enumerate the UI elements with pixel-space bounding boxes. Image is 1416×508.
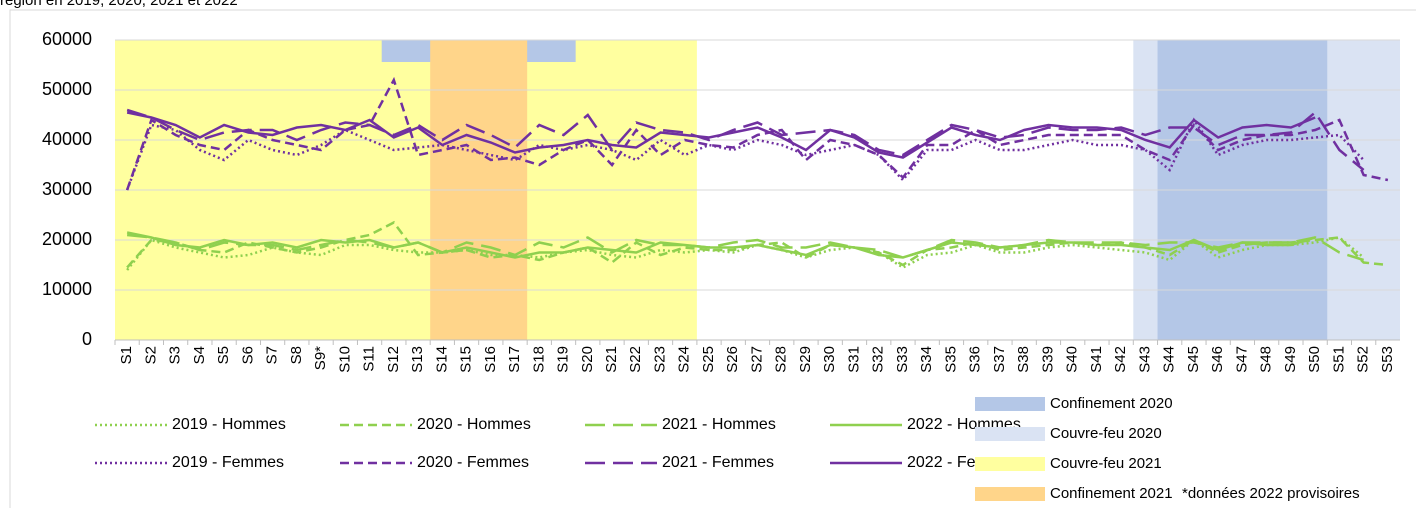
x-tick-label: S3	[167, 346, 184, 364]
x-tick-label: S11	[361, 346, 378, 372]
y-tick-label: 50000	[42, 79, 92, 99]
x-tick-label: S21	[603, 346, 620, 373]
x-tick-label: S45	[1185, 346, 1202, 373]
x-tick-label: S39	[1039, 346, 1056, 373]
x-tick-label: S15	[458, 346, 475, 373]
legend-swatch	[975, 457, 1045, 471]
x-tick-label: S17	[506, 346, 523, 373]
x-tick-label: S2	[142, 346, 159, 364]
x-tick-label: S25	[700, 346, 717, 373]
x-tick-label: S43	[1136, 346, 1153, 373]
x-tick-label: S22	[627, 346, 644, 373]
x-tick-label: S27	[748, 346, 765, 373]
x-tick-label: S20	[579, 346, 596, 373]
x-tick-label: S30	[821, 346, 838, 373]
legend-label: 2019 - Femmes	[172, 454, 284, 471]
x-tick-label: S44	[1161, 346, 1178, 373]
y-tick-label: 30000	[42, 179, 92, 199]
note: *données 2022 provisoires	[1182, 485, 1360, 502]
x-tick-label: S31	[845, 346, 862, 373]
x-tick-label: S1	[118, 346, 135, 364]
series-line	[126, 236, 1365, 271]
x-tick-label: S51	[1330, 346, 1347, 373]
x-tick-label: S4	[191, 346, 208, 364]
x-tick-label: S24	[676, 346, 693, 373]
legend-swatch	[975, 487, 1045, 501]
legend: 2019 - Hommes 2020 - Hommes 2021 - Hommes 2…	[95, 395, 1173, 502]
x-tick-label: S46	[1209, 346, 1226, 373]
x-tick-label: S26	[724, 346, 741, 373]
x-tick-label: S9*	[312, 346, 329, 370]
x-tick-label: S40	[1064, 346, 1081, 373]
x-tick-label: S12	[385, 346, 402, 373]
x-tick-label: S32	[870, 346, 887, 373]
x-tick-label: S28	[773, 346, 790, 373]
legend-label: Confinement 2020	[1050, 395, 1173, 412]
y-tick-label: 40000	[42, 129, 92, 149]
x-tick-label: S29	[797, 346, 814, 373]
y-tick-label: 20000	[42, 229, 92, 249]
y-tick-label: 0	[82, 329, 92, 349]
x-tick-label: S38	[1015, 346, 1032, 373]
x-tick-label: S37	[991, 346, 1008, 373]
chart-border	[9, 9, 1416, 508]
x-tick-label: S6	[239, 346, 256, 364]
x-tick-label: S36	[967, 346, 984, 373]
series-line	[125, 117, 1365, 191]
series-line	[126, 231, 1316, 259]
x-tick-label: S16	[482, 346, 499, 373]
x-tick-label: S50	[1306, 346, 1323, 373]
x-tick-label: S10	[336, 346, 353, 373]
x-tick-label: S33	[894, 346, 911, 373]
x-tick-label: S8	[288, 346, 305, 364]
x-tick-label: S14	[433, 346, 450, 373]
legend-swatch	[975, 397, 1045, 411]
legend-label: Couvre-feu 2021	[1050, 455, 1162, 472]
x-tick-label: S47	[1233, 346, 1250, 373]
x-tick-label: S53	[1379, 346, 1396, 373]
legend-label: 2020 - Femmes	[417, 454, 529, 471]
x-tick-label: S23	[651, 346, 668, 373]
legend-label: 2019 - Hommes	[172, 416, 286, 433]
legend-label: 2021 - Hommes	[662, 416, 776, 433]
legend-label: Confinement 2021	[1050, 485, 1173, 502]
axes: 0 10000 20000 30000 40000 50000 60000 S1 S2 S3 S4 S…	[42, 29, 1400, 373]
series-line	[126, 108, 1365, 171]
x-tick-label: S13	[409, 346, 426, 373]
y-tick-label: 10000	[42, 279, 92, 299]
legend-label: Couvre-feu 2020	[1050, 425, 1162, 442]
x-tick-label: S48	[1258, 346, 1275, 373]
y-tick-label: 60000	[42, 29, 92, 49]
x-tick-label: S41	[1088, 346, 1105, 373]
x-tick-label: S35	[942, 346, 959, 373]
x-tick-label: S7	[264, 346, 281, 364]
x-tick-label: S42	[1112, 346, 1129, 373]
lines	[125, 76, 1389, 271]
legend-label: 2020 - Hommes	[417, 416, 531, 433]
legend-swatch	[975, 427, 1045, 441]
legend-label: 2021 - Femmes	[662, 454, 774, 471]
x-tick-label: S49	[1282, 346, 1299, 373]
x-tick-label: S5	[215, 346, 232, 364]
x-tick-label: S19	[555, 346, 572, 373]
series-line	[126, 111, 1316, 159]
x-tick-label: S52	[1355, 346, 1372, 373]
x-tick-label: S34	[918, 346, 935, 373]
x-tick-label: S18	[530, 346, 547, 373]
chart-title: région en 2019, 2020, 2021 et 2022	[0, 0, 238, 9]
series-line	[125, 76, 1389, 191]
